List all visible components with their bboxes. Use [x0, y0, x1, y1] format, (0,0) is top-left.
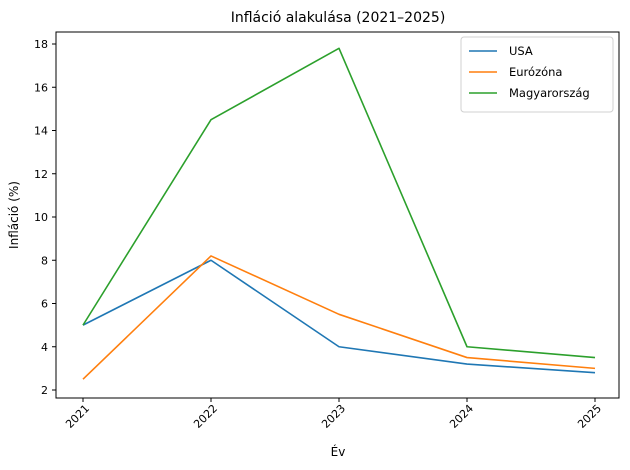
axes-frame: [55, 31, 620, 399]
x-axis: 2021 2022 2023 2024 2025: [63, 398, 604, 431]
legend-box: [460, 36, 614, 113]
legend-label: Eurózóna: [509, 65, 562, 79]
chart-title: Infláció alakulása (2021–2025): [231, 10, 446, 26]
x-tick-label: 2023: [319, 402, 348, 431]
x-axis-label: Év: [331, 444, 346, 459]
y-tick-label: 16: [34, 81, 48, 94]
y-tick-label: 14: [34, 125, 48, 138]
plot-area: [82, 47, 596, 380]
legend-label: USA: [509, 44, 533, 58]
y-tick-label: 10: [34, 211, 48, 224]
legend-label: Magyarország: [509, 86, 590, 100]
x-tick-label: 2024: [447, 402, 476, 431]
y-axis-label: Infláció (%): [7, 181, 21, 249]
x-tick-label: 2021: [63, 402, 92, 431]
y-tick-label: 18: [34, 38, 48, 51]
x-tick-label: 2022: [191, 402, 220, 431]
series-line-eurózóna: [82, 255, 596, 380]
y-axis: 2 4 6 8 10 12 14 16 18: [34, 38, 56, 397]
y-tick-label: 2: [41, 384, 48, 397]
y-tick-label: 4: [41, 341, 48, 354]
series-line-magyarország: [82, 47, 596, 359]
y-tick-label: 6: [41, 298, 48, 311]
series-line-usa: [82, 259, 596, 374]
x-tick-label: 2025: [575, 402, 604, 431]
y-tick-label: 8: [41, 254, 48, 267]
legend: USA Eurózóna Magyarország: [460, 36, 614, 113]
y-tick-label: 12: [34, 168, 48, 181]
